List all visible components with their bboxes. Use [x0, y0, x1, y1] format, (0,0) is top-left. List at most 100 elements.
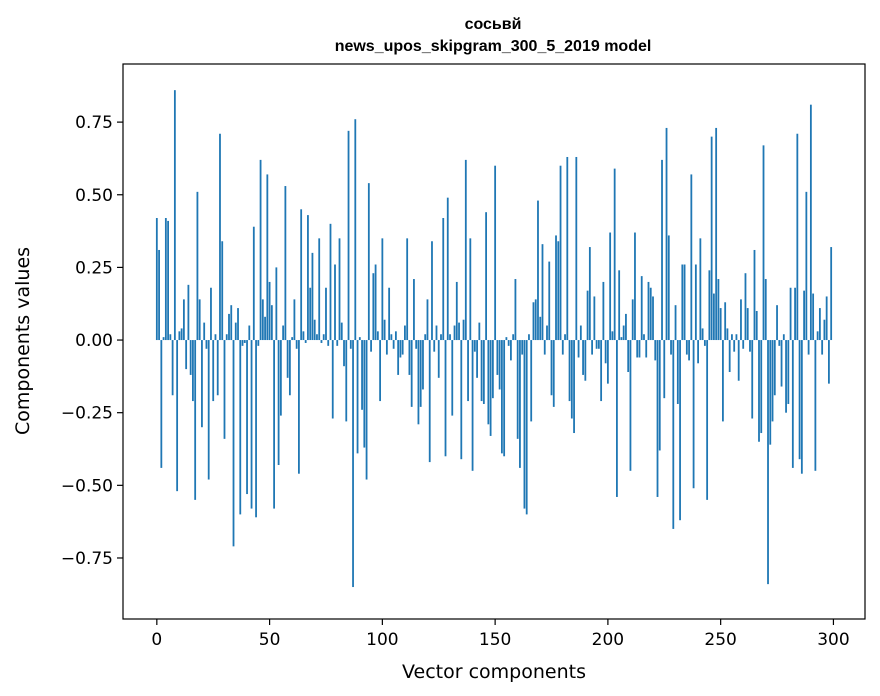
bar-218: [647, 281, 650, 341]
bar-248: [715, 127, 718, 341]
bar-227: [667, 235, 670, 341]
x-tick-label-250: 250: [704, 630, 736, 650]
bar-3: [162, 337, 165, 341]
bar-111: [406, 238, 409, 341]
bar-278: [782, 334, 785, 341]
chart-subtitle: news_upos_skipgram_300_5_2019 model: [335, 38, 652, 55]
bar-298: [828, 340, 830, 384]
bar-292: [814, 340, 817, 471]
bar-49: [266, 174, 269, 341]
bar-234: [683, 264, 686, 341]
bar-222: [656, 340, 659, 497]
bar-231: [676, 340, 679, 404]
bar-39: [243, 340, 246, 343]
bar-92: [363, 340, 366, 448]
bar-106: [394, 331, 397, 341]
bar-69: [311, 252, 314, 341]
bar-149: [491, 340, 494, 399]
bar-285: [798, 340, 801, 460]
bar-46: [259, 159, 262, 341]
bar-204: [616, 340, 618, 497]
bar-157: [510, 340, 512, 361]
bar-161: [519, 340, 521, 468]
bar-38: [241, 340, 244, 346]
bar-159: [514, 279, 517, 341]
bar-80: [336, 340, 339, 346]
bar-128: [444, 340, 447, 457]
bar-214: [638, 340, 641, 358]
bar-258: [737, 340, 740, 381]
bar-156: [507, 340, 510, 346]
bar-251: [722, 340, 724, 422]
bar-34: [232, 340, 235, 547]
bar-82: [340, 322, 343, 341]
bar-192: [588, 247, 591, 341]
bar-73: [320, 340, 323, 343]
bar-168: [534, 299, 537, 341]
bar-120: [426, 299, 429, 341]
bar-160: [516, 340, 519, 439]
bar-133: [455, 281, 458, 341]
bar-28: [219, 133, 221, 341]
bar-60: [291, 337, 294, 341]
bar-93: [365, 340, 368, 480]
y-tick-label-6: 0.75: [75, 113, 113, 133]
bar-273: [771, 340, 774, 422]
bar-198: [602, 281, 605, 341]
bar-71: [316, 334, 318, 341]
bar-151: [496, 340, 499, 375]
bar-201: [609, 232, 612, 341]
bar-167: [532, 302, 535, 341]
bar-119: [424, 334, 427, 341]
bar-29: [221, 241, 224, 341]
bar-11: [180, 328, 183, 341]
bar-247: [712, 293, 715, 341]
bar-0: [155, 218, 158, 341]
bar-114: [413, 279, 415, 341]
bar-142: [476, 340, 478, 378]
bar-96: [372, 273, 375, 341]
bar-8: [173, 90, 176, 341]
bar-17: [194, 340, 197, 500]
bar-180: [561, 340, 564, 355]
x-tick-label-200: 200: [592, 630, 624, 650]
bar-226: [665, 127, 668, 341]
bar-40: [246, 340, 248, 495]
bar-240: [697, 340, 699, 364]
bar-263: [749, 340, 751, 352]
bar-274: [773, 340, 776, 396]
bar-101: [383, 319, 386, 341]
bar-76: [327, 340, 330, 346]
y-tick-label-3: 0.00: [75, 331, 113, 351]
bar-35: [234, 322, 237, 341]
bar-6: [169, 334, 172, 341]
bar-72: [318, 238, 321, 341]
bar-260: [742, 340, 745, 349]
bar-113: [410, 340, 413, 407]
bar-62: [295, 340, 298, 349]
bar-208: [625, 313, 627, 341]
bar-55: [279, 340, 282, 416]
bar-10: [178, 331, 181, 341]
bar-153: [500, 340, 503, 454]
bar-5: [167, 220, 169, 341]
bar-42: [250, 340, 253, 509]
bar-86: [349, 340, 352, 349]
bar-217: [645, 340, 648, 358]
bar-297: [825, 296, 828, 341]
bar-200: [606, 340, 609, 384]
bar-85: [347, 130, 350, 341]
bar-4: [164, 218, 167, 341]
bar-199: [604, 340, 607, 364]
bar-232: [679, 340, 681, 521]
bar-143: [478, 322, 481, 341]
bar-135: [460, 340, 463, 460]
bar-205: [618, 270, 621, 341]
y-axis: −0.75 −0.50 −0.25 0.00 0.25 0.50 0.75: [61, 113, 123, 569]
bar-65: [302, 331, 305, 341]
bar-269: [762, 145, 765, 341]
bar-2: [160, 340, 163, 468]
bar-257: [735, 334, 738, 341]
plot-area: [122, 63, 866, 620]
